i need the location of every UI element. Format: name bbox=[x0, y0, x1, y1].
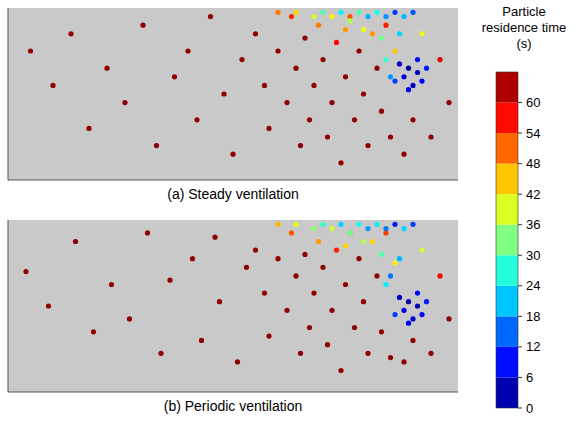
svg-text:12: 12 bbox=[526, 339, 540, 354]
svg-text:48: 48 bbox=[526, 156, 540, 171]
svg-text:(s): (s) bbox=[516, 36, 531, 51]
svg-text:60: 60 bbox=[526, 95, 540, 110]
svg-text:0: 0 bbox=[526, 401, 533, 416]
svg-text:Particle: Particle bbox=[502, 4, 545, 19]
svg-text:54: 54 bbox=[526, 126, 540, 141]
svg-text:36: 36 bbox=[526, 217, 540, 232]
html-text:(b) Periodic ventilation: (b) Periodic ventilation bbox=[163, 398, 303, 414]
svg-text:42: 42 bbox=[526, 187, 540, 202]
html-text:(a) Steady ventilation: (a) Steady ventilation bbox=[167, 186, 299, 202]
svg-text:30: 30 bbox=[526, 248, 540, 263]
svg-text:6: 6 bbox=[526, 370, 533, 385]
svg-text:24: 24 bbox=[526, 278, 540, 293]
svg-text:18: 18 bbox=[526, 309, 540, 324]
svg-text:residence time: residence time bbox=[482, 20, 567, 35]
